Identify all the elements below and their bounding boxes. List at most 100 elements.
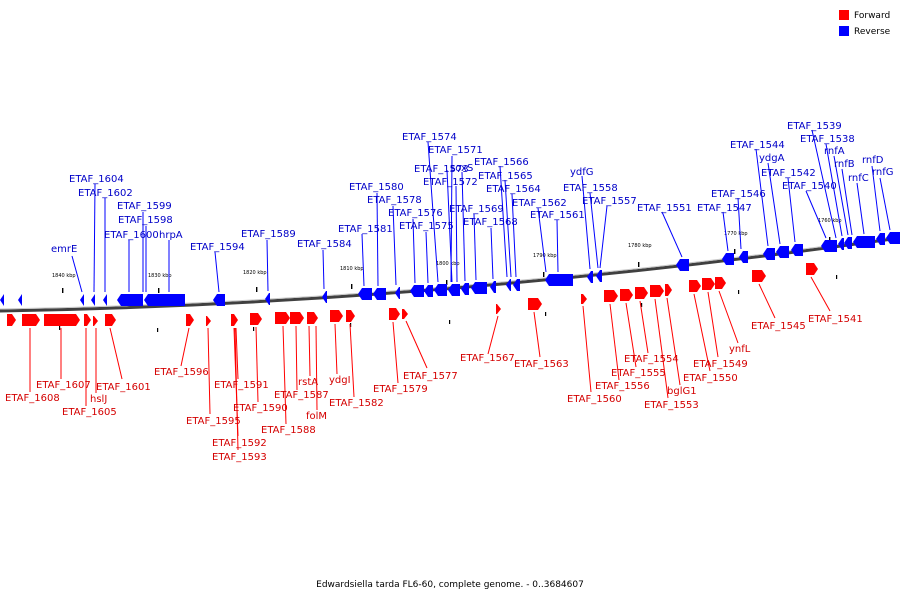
reverse-gene — [763, 248, 775, 260]
gene-label: ETAF_1553 — [644, 400, 699, 411]
forward-gene — [665, 284, 672, 296]
reverse-gene — [358, 288, 372, 300]
leader-line — [625, 302, 637, 368]
tick-mark — [446, 280, 448, 285]
legend: Forward Reverse — [839, 10, 891, 37]
gene-label: ETAF_1578 — [367, 195, 422, 206]
leader-line — [511, 193, 517, 278]
forward-gene — [346, 310, 355, 322]
gene-label: ETAF_1542 — [761, 168, 816, 179]
tick-label: 1780 kbp — [628, 243, 652, 249]
genome-caption: Edwardsiella tarda FL6-60, complete geno… — [316, 580, 584, 590]
gene-label: ETAF_1564 — [486, 184, 541, 195]
gene-label: ETAF_1538 — [800, 134, 855, 145]
gene-label: ETAF_1571 — [428, 145, 483, 156]
minor-tick — [641, 303, 643, 307]
reverse-gene — [395, 287, 400, 299]
forward-gene — [186, 314, 194, 326]
leader-line — [235, 327, 239, 380]
reverse-genes — [0, 232, 900, 306]
gene-label: ETAF_1582 — [329, 398, 384, 409]
forward-leader-lines — [29, 276, 831, 451]
reverse-gene — [410, 285, 424, 297]
forward-gene — [496, 304, 501, 314]
forward-gene — [389, 308, 400, 320]
leader-line — [266, 239, 269, 292]
leader-line — [376, 192, 379, 287]
tick-mark — [351, 284, 353, 289]
reverse-gene — [0, 294, 4, 306]
tick-label: 1770 kbp — [724, 231, 748, 237]
forward-gene — [702, 278, 715, 290]
leader-line — [825, 143, 843, 237]
gene-label: ETAF_1590 — [233, 403, 288, 414]
leader-line — [810, 276, 831, 312]
leader-line — [718, 290, 739, 344]
forward-gene — [620, 289, 633, 301]
leader-line — [879, 177, 891, 231]
gene-label: ETAF_1580 — [349, 182, 404, 193]
leader-line — [255, 326, 259, 403]
tick-label: 1830 kbp — [148, 273, 172, 279]
gene-label: rnfC — [848, 173, 869, 184]
gene-label: ETAF_1555 — [611, 368, 666, 379]
leader-line — [71, 255, 83, 293]
minor-tick — [350, 323, 352, 327]
gene-label: ETAF_1573 — [414, 164, 469, 175]
leader-line — [487, 315, 499, 355]
gene-label: ETAF_1547 — [697, 203, 752, 214]
reverse-gene — [506, 279, 511, 291]
minor-ticks — [59, 275, 838, 332]
legend-forward-label: Forward — [854, 11, 890, 21]
leader-line — [758, 283, 776, 319]
minor-tick — [59, 326, 61, 330]
forward-gene — [752, 270, 766, 282]
leader-line — [425, 231, 429, 284]
gene-label: ETAF_1567 — [460, 353, 515, 364]
leader-line — [589, 192, 599, 269]
tick-mark — [62, 288, 64, 293]
legend-reverse-swatch — [839, 26, 849, 36]
gene-label: ETAF_1601 — [96, 382, 151, 393]
reverse-gene — [791, 244, 803, 256]
reverse-gene — [373, 288, 386, 300]
tick-label: 1820 kbp — [243, 270, 267, 276]
reverse-gene — [676, 259, 689, 271]
leader-line — [537, 207, 547, 273]
reverse-leader-lines — [71, 129, 891, 293]
forward-gene — [635, 287, 648, 299]
forward-gene — [581, 294, 587, 304]
leader-line — [109, 327, 123, 380]
reverse-gene — [844, 237, 852, 249]
tick-marks: 1840 kbp 1830 kbp 1820 kbp 1810 kbp 1800… — [52, 218, 842, 293]
tick-mark — [638, 262, 640, 267]
gene-label: ETAF_1596 — [154, 367, 209, 378]
leader-line — [639, 300, 649, 354]
leader-line — [322, 249, 325, 290]
reverse-gene — [80, 294, 84, 306]
leader-line — [533, 311, 541, 358]
forward-gene — [7, 314, 16, 326]
leader-line — [654, 298, 669, 399]
gene-label: ETAF_1599 — [117, 201, 172, 212]
gene-label: ETAF_1569 — [449, 204, 504, 215]
gene-label: ETAF_1545 — [751, 321, 806, 332]
gene-label: ETAF_1589 — [241, 229, 296, 240]
leader-line — [361, 233, 365, 287]
gene-label: ETAF_1604 — [69, 174, 124, 185]
gene-label: ydfG — [570, 167, 594, 178]
gene-label: ydgA — [759, 153, 785, 164]
gene-label: ETAF_1544 — [730, 140, 785, 151]
leader-line — [308, 325, 311, 377]
leader-line — [661, 211, 683, 258]
gene-label: ETAF_1579 — [373, 384, 428, 395]
reverse-gene — [322, 291, 327, 303]
leader-line — [207, 327, 211, 415]
reverse-gene — [876, 233, 885, 245]
gene-label: ETAF_1584 — [297, 239, 352, 250]
gene-label: ydgI — [329, 375, 351, 386]
gene-label: ETAF_1556 — [595, 381, 650, 392]
forward-gene — [206, 316, 211, 326]
leader-line — [446, 169, 453, 283]
leader-line — [461, 171, 466, 282]
